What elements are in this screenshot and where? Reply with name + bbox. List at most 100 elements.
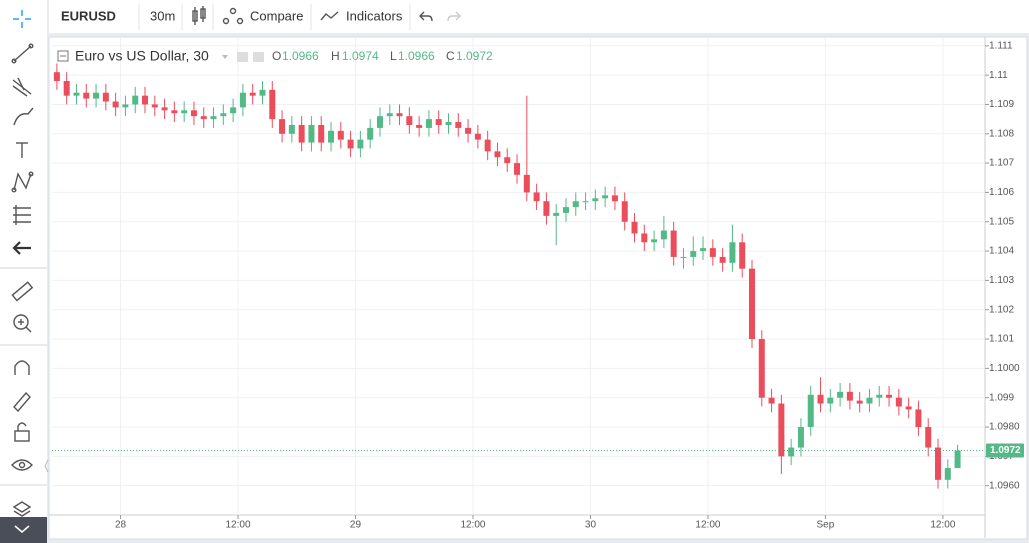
candle [846, 383, 853, 410]
lock-tool[interactable] [14, 422, 30, 442]
candle [533, 183, 540, 211]
compare-icon[interactable] [222, 7, 244, 25]
candle-body [543, 201, 550, 216]
candle-body [171, 110, 178, 114]
candle-body [680, 256, 687, 258]
legend-l: 1.0966 [398, 49, 435, 63]
candle-body [660, 230, 667, 240]
candle-body [944, 468, 951, 480]
prediction-tool[interactable] [13, 205, 31, 225]
candle [416, 116, 423, 137]
side-handle[interactable] [44, 459, 49, 473]
candle-body [386, 113, 393, 117]
candle [935, 438, 942, 489]
legend-h: 1.0974 [342, 49, 379, 63]
candle [239, 83, 246, 117]
brush-tool[interactable] [13, 107, 34, 126]
candle [151, 95, 158, 117]
candle-body [396, 113, 403, 117]
legend-settings[interactable] [237, 52, 248, 62]
undo-button[interactable] [419, 11, 433, 22]
candle [445, 113, 452, 134]
candle-body [827, 397, 834, 404]
symbol[interactable]: EURUSD [61, 8, 116, 23]
candle-body [729, 242, 736, 263]
indicators-button[interactable]: Indicators [346, 8, 403, 23]
candle [651, 230, 658, 252]
y-tick-label: 1.108 [989, 128, 1014, 139]
ruler-tool[interactable] [11, 281, 34, 302]
interval[interactable]: 30m [150, 8, 175, 23]
candle-body [807, 394, 814, 428]
y-tick-label: 1.101 [989, 334, 1014, 345]
candle [631, 212, 638, 243]
candle-body [259, 89, 266, 96]
candle-body [367, 127, 374, 140]
candle-body [611, 195, 618, 202]
candle-body [739, 242, 746, 269]
redo-button[interactable] [447, 11, 461, 22]
candle-body [465, 127, 472, 134]
candle-body [817, 394, 824, 404]
object-tree-tool[interactable] [12, 501, 32, 517]
candle [181, 101, 188, 123]
candle-body [846, 391, 853, 401]
candle [279, 110, 286, 143]
candle [856, 391, 863, 413]
candle-body [474, 133, 481, 140]
candle [53, 63, 60, 90]
candle [905, 397, 912, 419]
candle [161, 98, 168, 120]
candle [680, 248, 687, 269]
candle-body [318, 124, 325, 143]
candle [347, 130, 354, 158]
left-toolbar [0, 0, 47, 543]
candle-body [298, 124, 305, 143]
candle-body [269, 89, 276, 120]
pattern-tool[interactable] [11, 171, 34, 193]
visibility-tool[interactable] [11, 459, 33, 471]
candle-body [621, 201, 628, 222]
candle-body [357, 139, 364, 149]
candle [670, 221, 677, 266]
magnet-tool[interactable] [14, 360, 30, 375]
crosshair-tool[interactable] [13, 10, 31, 28]
candle [249, 83, 256, 105]
zoom-tool[interactable] [13, 314, 32, 333]
trendline-tool[interactable] [11, 43, 34, 64]
candle [112, 92, 119, 117]
candle-body [514, 163, 521, 175]
candle [797, 418, 804, 457]
candle [494, 142, 501, 167]
candle-body [73, 92, 80, 96]
candle [337, 122, 344, 149]
candle [748, 259, 755, 348]
text-tool[interactable] [16, 142, 28, 158]
compare-button[interactable]: Compare [250, 8, 303, 23]
candle [425, 110, 432, 137]
candle [954, 444, 961, 469]
candle [807, 385, 814, 436]
indicators-icon[interactable] [320, 11, 339, 21]
candle-body [308, 124, 315, 143]
candle-body [93, 92, 100, 99]
legend-h-label: H [331, 49, 340, 63]
legend-hide[interactable] [253, 52, 264, 62]
back-tool[interactable] [12, 241, 31, 255]
legend-menu[interactable] [222, 55, 228, 59]
chart-style-button[interactable] [192, 6, 206, 25]
y-tick-label: 1.099 [989, 392, 1014, 403]
candle-body [788, 447, 795, 457]
x-tick-label: 30 [585, 520, 597, 531]
candle [83, 83, 90, 108]
candle [142, 86, 149, 114]
candle-body [690, 251, 697, 257]
y-tick-label: 1.106 [989, 187, 1014, 198]
lock-drawings-tool[interactable] [13, 391, 31, 413]
chart-panel [48, 36, 1028, 540]
pitchfork-tool[interactable] [12, 77, 32, 97]
legend-c: 1.0972 [456, 49, 493, 63]
x-tick-label: Sep [817, 520, 835, 531]
candle-body [435, 119, 442, 125]
